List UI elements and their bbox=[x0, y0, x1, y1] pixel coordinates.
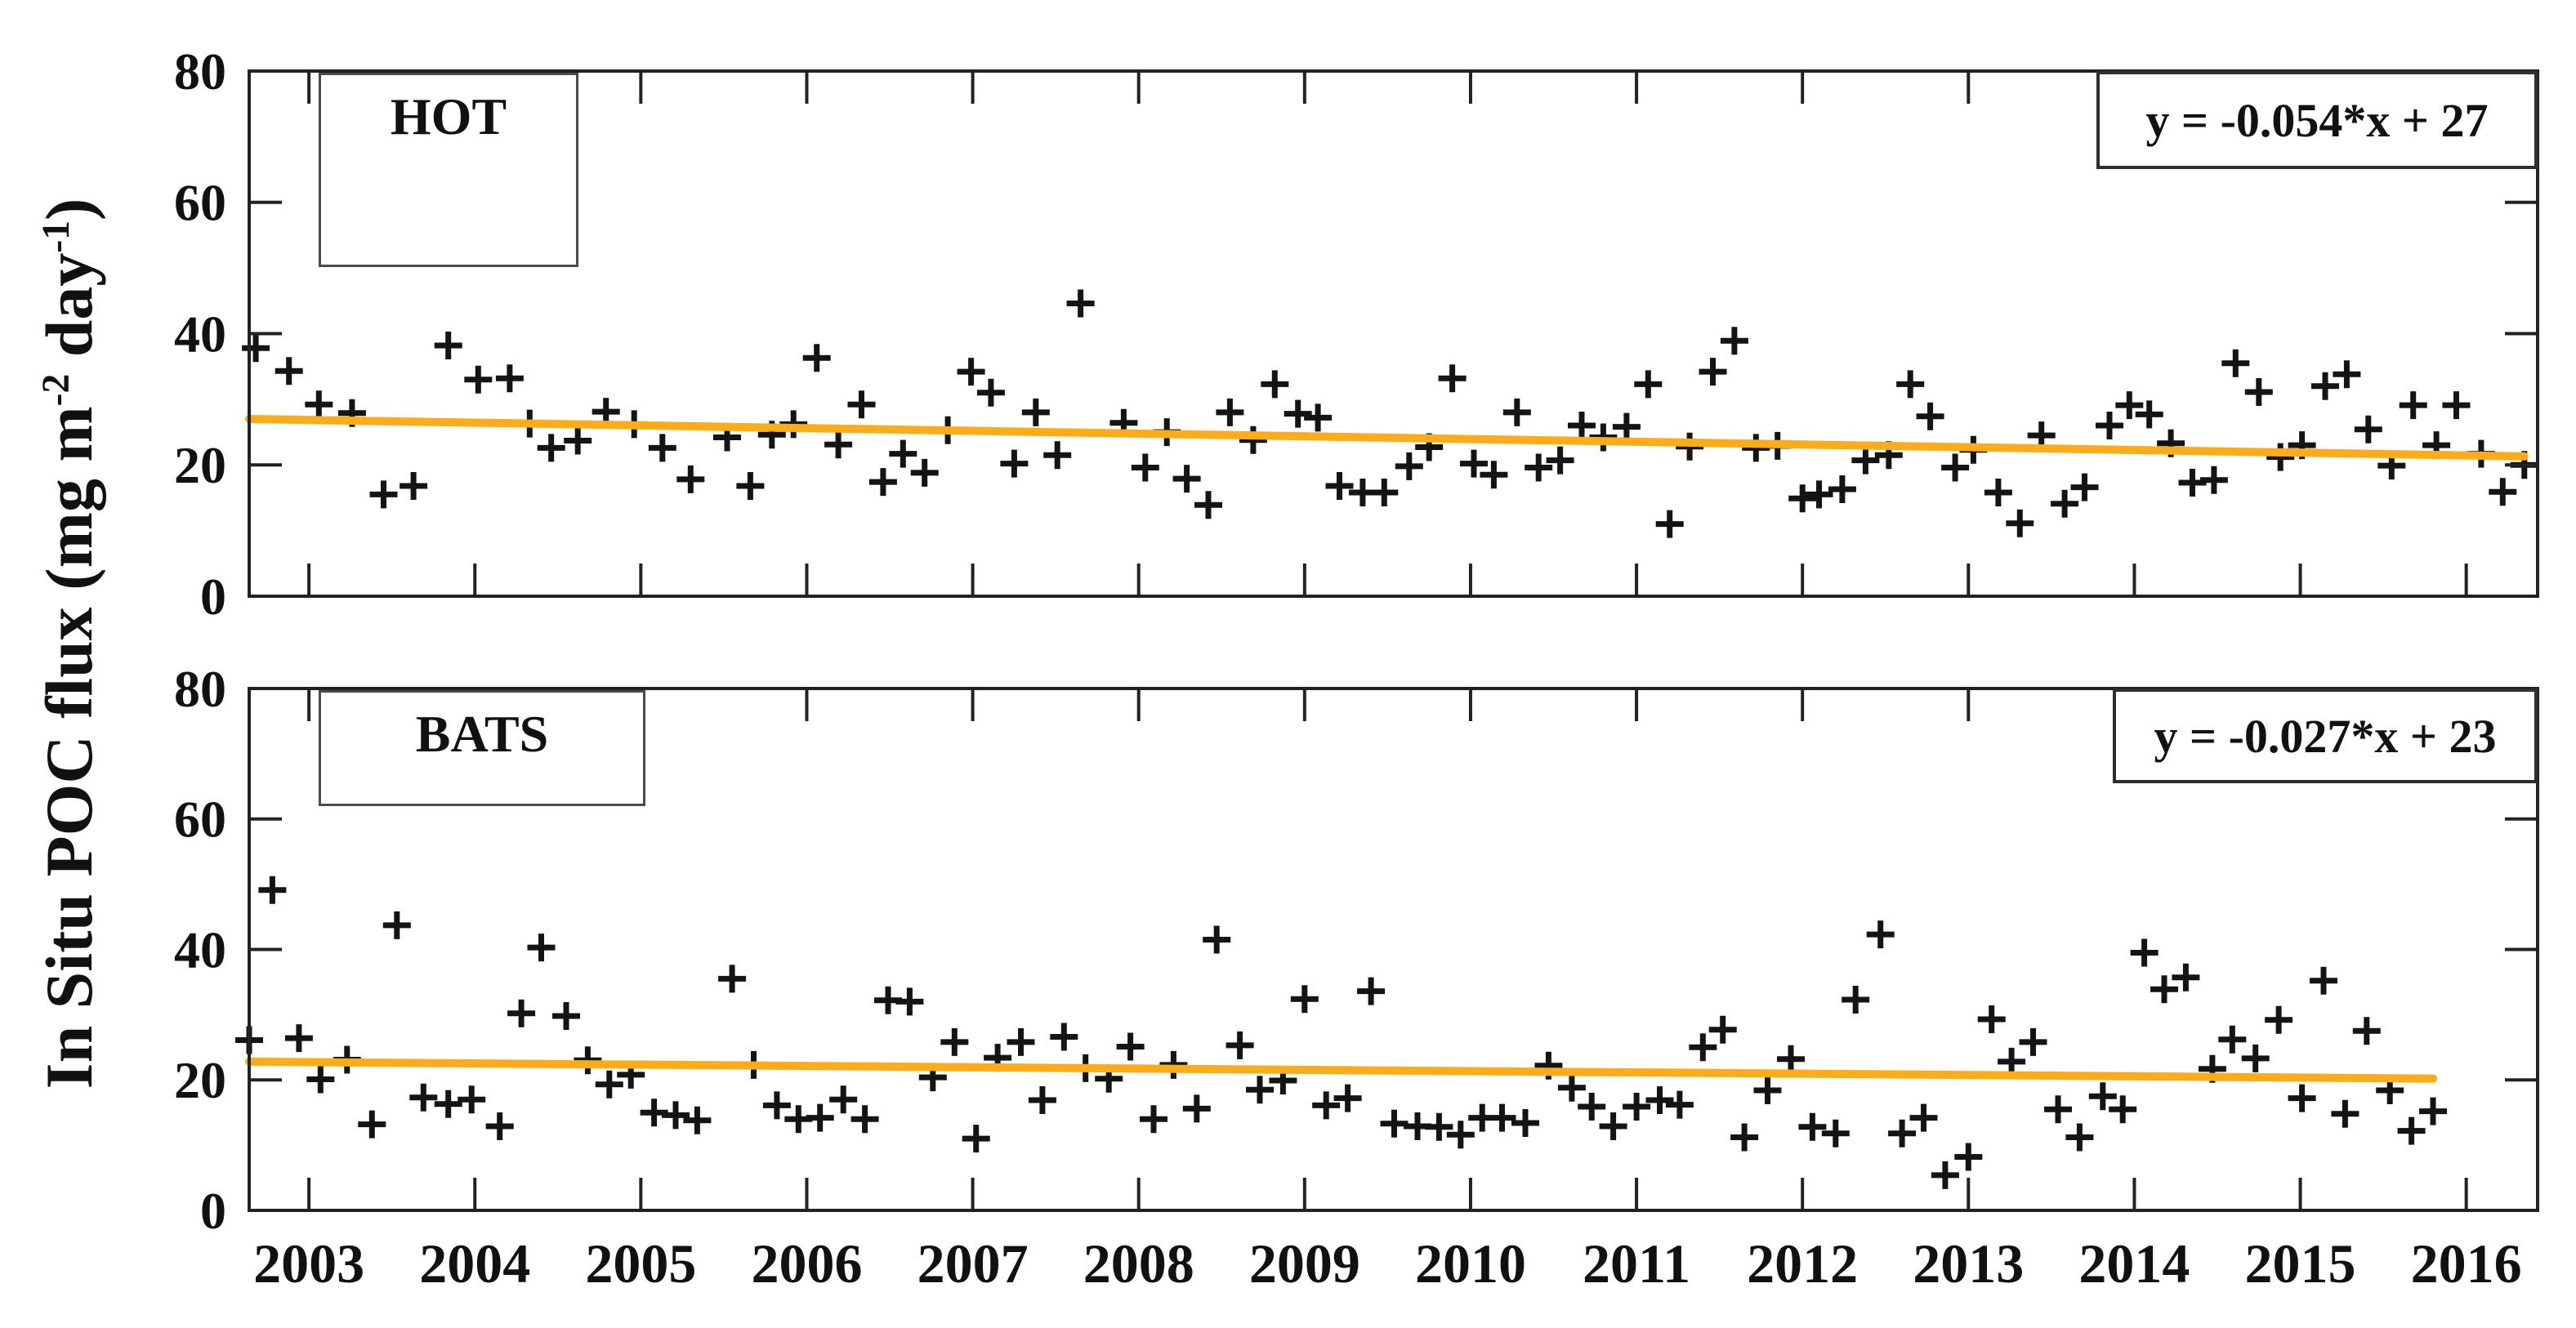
hot-y-tick-label: 20 bbox=[174, 436, 226, 494]
equation-bats: y = -0.027*x + 23 bbox=[2154, 709, 2497, 763]
equation-box-hot: y = -0.054*x + 27 bbox=[2096, 71, 2538, 169]
hot-y-tick-label: 60 bbox=[174, 174, 226, 232]
panel-bats: 0 20 40 60 80 2003 2004 2005 2006 2007 2008 2009 201… bbox=[174, 660, 2539, 1295]
x-tick-label: 2006 bbox=[751, 1232, 862, 1295]
y-axis-label: In Situ POC flux (mg m-2 day-1) bbox=[31, 23, 129, 1264]
hot-y-tick-label: 40 bbox=[174, 305, 226, 363]
bats-panel-border bbox=[248, 687, 2539, 1212]
bats-y-tick-label: 40 bbox=[174, 920, 226, 978]
x-tick-label: 2015 bbox=[2245, 1232, 2356, 1295]
bats-markers bbox=[235, 876, 2447, 1189]
x-tick-label: 2005 bbox=[585, 1232, 696, 1295]
equation-box-bats: y = -0.027*x + 23 bbox=[2113, 689, 2538, 783]
x-tick-label: 2004 bbox=[419, 1232, 530, 1295]
bats-y-tick-label: 60 bbox=[174, 791, 226, 849]
x-tick-label: 2008 bbox=[1083, 1232, 1194, 1295]
panel-label-hot: HOT bbox=[390, 87, 507, 145]
hot-markers bbox=[242, 289, 2538, 538]
hot-trend-line bbox=[245, 414, 2529, 461]
panel-label-box-hot: HOT bbox=[319, 73, 578, 267]
panel-label-bats: BATS bbox=[415, 705, 549, 763]
x-tick-label: 2007 bbox=[917, 1232, 1029, 1295]
y-axis-label-text: In Situ POC flux (mg m bbox=[32, 406, 106, 1090]
y-axis-label-text: ) bbox=[32, 198, 106, 221]
x-tick-label: 2014 bbox=[2078, 1232, 2190, 1295]
y-axis-label-text: day bbox=[32, 252, 106, 374]
x-tick-label: 2013 bbox=[1913, 1232, 2024, 1295]
equation-hot: y = -0.054*x + 27 bbox=[2145, 93, 2489, 147]
hot-panel-border bbox=[248, 69, 2539, 598]
y-axis-label-superscript: -2 bbox=[35, 373, 78, 407]
bats-y-tick-label: 20 bbox=[174, 1051, 226, 1109]
x-tick-label: 2016 bbox=[2411, 1232, 2522, 1295]
x-tick-label: 2003 bbox=[253, 1232, 364, 1295]
x-tick-label: 2009 bbox=[1249, 1232, 1360, 1295]
x-tick-label: 2011 bbox=[1583, 1232, 1690, 1295]
bats-y-tick-label: 80 bbox=[174, 660, 226, 718]
bats-trend-line bbox=[245, 1057, 2438, 1083]
hot-y-tick-label: 80 bbox=[174, 42, 226, 100]
x-tick-label: 2012 bbox=[1747, 1232, 1858, 1295]
panel-label-box-bats: BATS bbox=[319, 690, 645, 806]
panel-hot: 0 20 40 60 80 bbox=[174, 42, 2539, 626]
x-tick-label: 2010 bbox=[1415, 1232, 1526, 1295]
hot-y-tick-label: 0 bbox=[200, 568, 226, 626]
y-axis-label-superscript: -1 bbox=[35, 220, 78, 253]
bats-y-tick-label: 0 bbox=[200, 1182, 226, 1240]
